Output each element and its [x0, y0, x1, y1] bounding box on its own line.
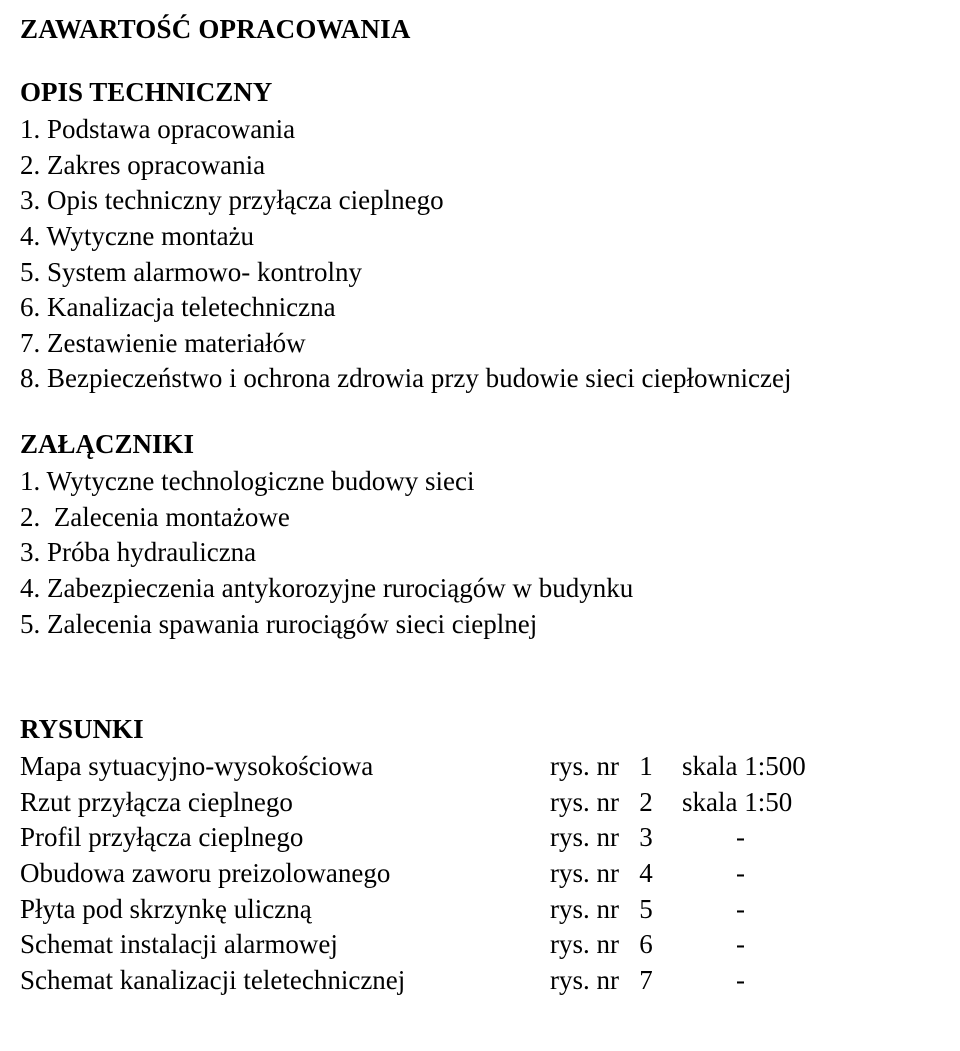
- drawing-number: rys. nr 2: [550, 785, 682, 821]
- section-title: RYSUNKI: [20, 714, 940, 745]
- table-row: Płyta pod skrzynkę uliczną rys. nr 5 -: [20, 892, 940, 928]
- section-title: OPIS TECHNICZNY: [20, 77, 940, 108]
- drawing-number: rys. nr 4: [550, 856, 682, 892]
- drawing-label: Płyta pod skrzynkę uliczną: [20, 892, 550, 928]
- drawing-label: Profil przyłącza cieplnego: [20, 820, 550, 856]
- main-title: ZAWARTOŚĆ OPRACOWANIA: [20, 14, 940, 45]
- drawing-scale: -: [682, 963, 940, 999]
- drawing-number: rys. nr 6: [550, 927, 682, 963]
- table-row: Schemat kanalizacji teletechnicznej rys.…: [20, 963, 940, 999]
- list-item: 1. Podstawa opracowania: [20, 112, 940, 148]
- drawing-number: rys. nr 1: [550, 749, 682, 785]
- section-opis-techniczny: OPIS TECHNICZNY 1. Podstawa opracowania …: [20, 77, 940, 397]
- list-item: 5. System alarmowo- kontrolny: [20, 255, 940, 291]
- section-title: ZAŁĄCZNIKI: [20, 429, 940, 460]
- drawing-label: Obudowa zaworu preizolowanego: [20, 856, 550, 892]
- table-row: Rzut przyłącza cieplnego rys. nr 2 skala…: [20, 785, 940, 821]
- drawing-label: Rzut przyłącza cieplnego: [20, 785, 550, 821]
- list-item: 2. Zalecenia montażowe: [20, 500, 940, 536]
- drawing-label: Schemat kanalizacji teletechnicznej: [20, 963, 550, 999]
- drawing-label: Mapa sytuacyjno-wysokościowa: [20, 749, 550, 785]
- section-zalaczniki: ZAŁĄCZNIKI 1. Wytyczne technologiczne bu…: [20, 429, 940, 642]
- drawing-scale: -: [682, 927, 940, 963]
- drawing-number: rys. nr 3: [550, 820, 682, 856]
- list-item: 3. Opis techniczny przyłącza cieplnego: [20, 183, 940, 219]
- list-item: 4. Zabezpieczenia antykorozyjne rurociąg…: [20, 571, 940, 607]
- table-row: Profil przyłącza cieplnego rys. nr 3 -: [20, 820, 940, 856]
- drawing-number: rys. nr 5: [550, 892, 682, 928]
- table-row: Obudowa zaworu preizolowanego rys. nr 4 …: [20, 856, 940, 892]
- drawing-scale: skala 1:500: [682, 749, 940, 785]
- section-rysunki: RYSUNKI Mapa sytuacyjno-wysokościowa rys…: [20, 714, 940, 998]
- list-item: 8. Bezpieczeństwo i ochrona zdrowia przy…: [20, 361, 940, 397]
- list-item: 4. Wytyczne montażu: [20, 219, 940, 255]
- document-page: ZAWARTOŚĆ OPRACOWANIA OPIS TECHNICZNY 1.…: [0, 0, 960, 1051]
- drawing-number: rys. nr 7: [550, 963, 682, 999]
- list-item: 1. Wytyczne technologiczne budowy sieci: [20, 464, 940, 500]
- drawing-scale: skala 1:50: [682, 785, 940, 821]
- drawing-scale: -: [682, 856, 940, 892]
- list-item: 2. Zakres opracowania: [20, 148, 940, 184]
- table-row: Mapa sytuacyjno-wysokościowa rys. nr 1 s…: [20, 749, 940, 785]
- table-row: Schemat instalacji alarmowej rys. nr 6 -: [20, 927, 940, 963]
- spacer: [20, 674, 940, 714]
- drawing-scale: -: [682, 820, 940, 856]
- list-item: 5. Zalecenia spawania rurociągów sieci c…: [20, 607, 940, 643]
- list-item: 6. Kanalizacja teletechniczna: [20, 290, 940, 326]
- list-item: 3. Próba hydrauliczna: [20, 535, 940, 571]
- list-item: 7. Zestawienie materiałów: [20, 326, 940, 362]
- drawing-label: Schemat instalacji alarmowej: [20, 927, 550, 963]
- drawing-scale: -: [682, 892, 940, 928]
